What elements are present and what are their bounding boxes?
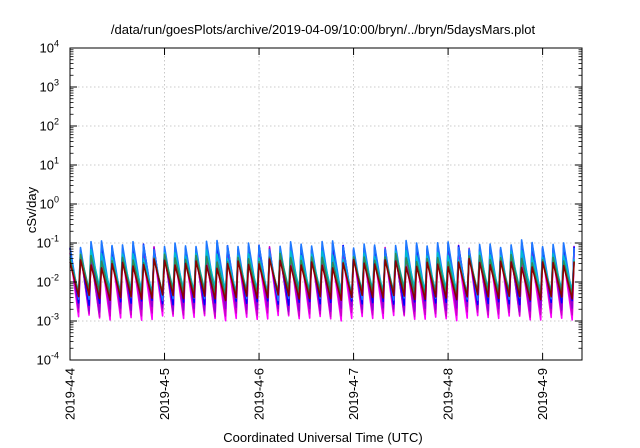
y-tick-label: 10-3	[37, 312, 59, 329]
series-line	[69, 257, 575, 302]
x-axis-label: Coordinated Universal Time (UTC)	[223, 430, 422, 445]
y-axis-label: cSv/day	[24, 186, 39, 233]
x-tick-label: 2019-4-5	[157, 368, 172, 420]
axes: 10-4 10-3 10-2 10-1 100 101 102 103 104 2019-4-4 2…	[37, 39, 583, 420]
series-line	[69, 252, 575, 298]
x-tick-label: 2019-4-7	[346, 368, 361, 420]
x-tick-label: 2019-4-6	[252, 368, 267, 420]
y-tick-label: 104	[40, 39, 59, 56]
series-line	[69, 239, 575, 302]
x-tick-label: 2019-4-8	[441, 368, 456, 420]
y-tick-label: 101	[40, 156, 59, 173]
y-tick-label: 10-1	[37, 234, 59, 251]
y-tick-label: 102	[40, 117, 59, 134]
y-tick-label: 103	[40, 78, 59, 95]
x-tick-label: 2019-4-4	[63, 368, 78, 420]
plot-frame	[69, 47, 583, 361]
series-group	[69, 239, 575, 322]
y-tick-label: 100	[40, 195, 59, 212]
y-tick-label: 10-2	[37, 273, 59, 290]
grid	[70, 48, 582, 360]
chart-title: /data/run/goesPlots/archive/2019-04-09/1…	[111, 22, 536, 37]
y-tick-label: 10-4	[37, 351, 59, 368]
x-tick-label: 2019-4-9	[535, 368, 550, 420]
